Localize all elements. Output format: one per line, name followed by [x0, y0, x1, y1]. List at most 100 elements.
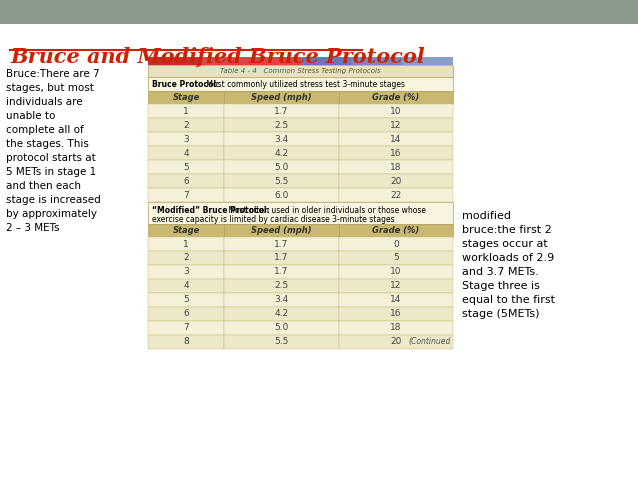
Text: 4: 4 — [183, 282, 189, 290]
Text: 12: 12 — [390, 282, 401, 290]
Bar — [339, 293, 453, 307]
Bar — [352, 57, 402, 65]
Text: modified
bruce:the first 2
stages occur at
workloads of 2.9
and 3.7 METs.
Stage : modified bruce:the first 2 stages occur … — [462, 211, 555, 319]
Bar — [224, 224, 339, 237]
Text: 2.5: 2.5 — [274, 121, 288, 129]
Text: 3: 3 — [183, 267, 189, 276]
Text: Most often used in older individuals or those whose: Most often used in older individuals or … — [226, 206, 426, 215]
Text: Stage: Stage — [172, 226, 200, 235]
Text: Speed (mph): Speed (mph) — [251, 226, 312, 235]
Text: 2.5: 2.5 — [274, 282, 288, 290]
Text: 2: 2 — [183, 253, 189, 262]
Text: 5.5: 5.5 — [274, 338, 288, 346]
Bar — [339, 160, 453, 174]
Bar — [224, 279, 339, 293]
Bar — [224, 188, 339, 202]
Text: 12: 12 — [390, 121, 401, 129]
Text: 5.0: 5.0 — [274, 162, 288, 171]
Text: (Continued: (Continued — [408, 337, 451, 346]
Text: 5: 5 — [393, 253, 399, 262]
Bar — [224, 104, 339, 118]
Bar — [224, 307, 339, 321]
Bar — [148, 77, 453, 91]
Text: Bruce:There are 7
stages, but most
individuals are
unable to
complete all of
the: Bruce:There are 7 stages, but most indiv… — [6, 69, 101, 233]
Bar — [224, 174, 339, 188]
Bar — [224, 293, 339, 307]
Text: 3: 3 — [183, 135, 189, 144]
Text: 2: 2 — [183, 121, 189, 129]
Bar — [148, 188, 224, 202]
Bar — [148, 118, 224, 132]
Bar — [339, 132, 453, 146]
Bar — [148, 321, 224, 335]
Text: 20: 20 — [390, 338, 401, 346]
Bar — [148, 251, 224, 265]
Bar — [148, 65, 453, 77]
Bar — [148, 146, 224, 160]
Bar — [339, 91, 453, 104]
Text: 14: 14 — [390, 135, 401, 144]
Text: 5: 5 — [183, 162, 189, 171]
Text: Speed (mph): Speed (mph) — [251, 93, 312, 102]
Bar — [339, 321, 453, 335]
Bar — [224, 335, 339, 349]
Bar — [148, 57, 199, 65]
Text: 14: 14 — [390, 296, 401, 305]
Text: exercise capacity is limited by cardiac disease 3-minute stages: exercise capacity is limited by cardiac … — [152, 215, 395, 224]
Text: 18: 18 — [390, 162, 401, 171]
Bar — [339, 174, 453, 188]
Text: 7: 7 — [183, 323, 189, 332]
Bar — [148, 335, 224, 349]
Bar — [339, 265, 453, 279]
Text: 6: 6 — [183, 309, 189, 319]
Bar — [148, 307, 224, 321]
Bar — [339, 224, 453, 237]
Text: 16: 16 — [390, 148, 401, 158]
Bar — [224, 146, 339, 160]
Bar — [224, 251, 339, 265]
Bar — [224, 118, 339, 132]
Text: 7: 7 — [183, 191, 189, 199]
Text: Most commonly utilized stress test 3-minute stages: Most commonly utilized stress test 3-min… — [204, 80, 405, 89]
Bar — [224, 132, 339, 146]
Bar — [339, 104, 453, 118]
Text: 1.7: 1.7 — [274, 267, 288, 276]
Text: 1: 1 — [183, 240, 189, 249]
Bar — [339, 335, 453, 349]
Text: 3.4: 3.4 — [274, 296, 288, 305]
Text: Table 4 - 4   Common Stress Testing Protocols: Table 4 - 4 Common Stress Testing Protoc… — [220, 68, 381, 74]
Text: 1.7: 1.7 — [274, 240, 288, 249]
Bar — [402, 57, 453, 65]
Bar — [148, 104, 224, 118]
Bar — [339, 279, 453, 293]
Bar — [148, 224, 224, 237]
Text: 5.0: 5.0 — [274, 323, 288, 332]
Text: “Modified” Bruce Protocol:: “Modified” Bruce Protocol: — [152, 206, 270, 215]
Bar — [249, 57, 300, 65]
Bar — [300, 57, 352, 65]
Text: 6.0: 6.0 — [274, 191, 288, 199]
Text: 20: 20 — [390, 176, 401, 185]
Text: 22: 22 — [390, 191, 401, 199]
Bar — [224, 160, 339, 174]
Bar — [339, 188, 453, 202]
Bar — [148, 237, 224, 251]
Bar — [148, 265, 224, 279]
Bar — [148, 174, 224, 188]
Bar — [224, 237, 339, 251]
Text: 10: 10 — [390, 267, 401, 276]
Bar — [148, 91, 224, 104]
Text: Stage: Stage — [172, 93, 200, 102]
Text: 4.2: 4.2 — [274, 309, 288, 319]
Bar — [339, 251, 453, 265]
Text: 5.5: 5.5 — [274, 176, 288, 185]
Text: 3.4: 3.4 — [274, 135, 288, 144]
Text: 4.2: 4.2 — [274, 148, 288, 158]
Bar — [224, 265, 339, 279]
Text: 0: 0 — [393, 240, 399, 249]
Bar — [339, 307, 453, 321]
Text: 10: 10 — [390, 106, 401, 115]
Bar — [148, 293, 224, 307]
Text: Grade (%): Grade (%) — [372, 93, 419, 102]
Bar — [199, 57, 249, 65]
